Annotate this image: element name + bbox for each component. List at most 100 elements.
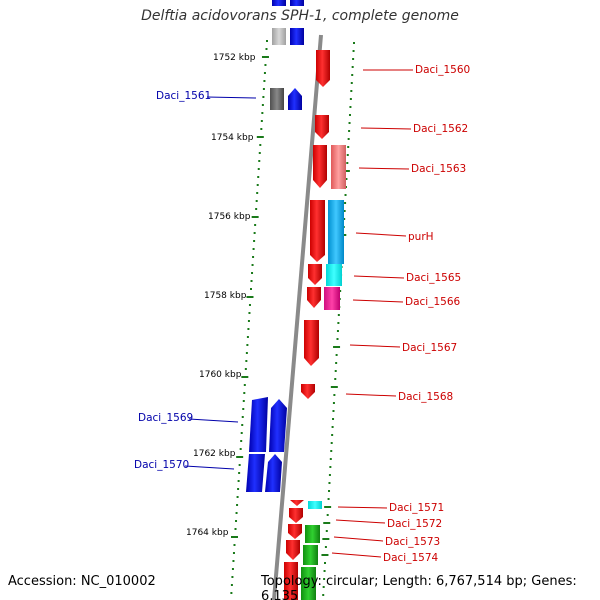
scale-label: 1762 kbp xyxy=(193,449,236,459)
label-leader xyxy=(355,232,407,237)
minor-tick xyxy=(325,530,328,532)
minor-tick xyxy=(262,88,265,90)
gene-feature[interactable] xyxy=(304,320,319,366)
minor-tick xyxy=(336,330,339,332)
minor-tick xyxy=(246,344,249,346)
gene-feature[interactable] xyxy=(270,88,284,110)
label-leader xyxy=(206,96,257,99)
minor-tick xyxy=(350,82,353,84)
minor-tick xyxy=(247,320,250,322)
minor-tick xyxy=(345,178,348,180)
gene-feature[interactable] xyxy=(313,145,327,188)
minor-tick xyxy=(230,592,233,594)
gene-feature[interactable] xyxy=(249,397,268,452)
minor-tick xyxy=(346,154,349,156)
gene-feature[interactable] xyxy=(308,501,322,509)
minor-tick xyxy=(344,202,347,204)
gene-label[interactable]: Daci_1561 xyxy=(156,90,211,102)
gene-label[interactable]: Daci_1566 xyxy=(405,296,461,308)
gene-feature[interactable] xyxy=(288,88,302,110)
minor-tick xyxy=(261,112,264,114)
major-tick xyxy=(321,554,329,556)
topology-text: Topology: circular; Length: 6,767,514 bp… xyxy=(261,574,577,600)
gene-feature[interactable] xyxy=(326,264,342,286)
minor-tick xyxy=(257,176,260,178)
gene-feature[interactable] xyxy=(324,287,340,310)
minor-tick xyxy=(348,122,351,124)
minor-tick xyxy=(251,272,254,274)
gene-feature[interactable] xyxy=(305,525,320,543)
minor-tick xyxy=(350,90,353,92)
minor-tick xyxy=(327,498,330,500)
minor-tick xyxy=(331,426,334,428)
major-tick xyxy=(246,296,254,298)
minor-tick xyxy=(329,458,332,460)
gene-label[interactable]: Daci_1573 xyxy=(385,536,440,548)
minor-tick xyxy=(234,528,237,530)
gene-feature[interactable] xyxy=(301,384,315,399)
gene-feature[interactable] xyxy=(308,264,322,285)
gene-label[interactable]: purH xyxy=(408,231,434,243)
gene-feature[interactable] xyxy=(301,567,316,600)
major-tick xyxy=(241,376,249,378)
gene-label[interactable]: Daci_1574 xyxy=(383,552,439,564)
gene-feature[interactable] xyxy=(290,0,304,6)
gene-feature[interactable] xyxy=(265,454,282,492)
minor-tick xyxy=(232,560,235,562)
minor-tick xyxy=(352,50,355,52)
minor-tick xyxy=(330,450,333,452)
minor-tick xyxy=(232,552,235,554)
label-leader xyxy=(333,536,384,542)
gene-label[interactable]: Daci_1565 xyxy=(406,272,461,284)
minor-tick xyxy=(256,192,259,194)
major-tick xyxy=(261,56,269,58)
gene-feature[interactable] xyxy=(290,28,304,45)
gene-feature[interactable] xyxy=(315,115,329,139)
minor-tick xyxy=(252,256,255,258)
gene-feature[interactable] xyxy=(316,50,330,87)
gene-feature[interactable] xyxy=(288,524,302,539)
gene-label[interactable]: Daci_1567 xyxy=(402,342,457,354)
minor-tick xyxy=(239,448,242,450)
minor-tick xyxy=(347,146,350,148)
gene-feature[interactable] xyxy=(289,508,303,523)
gene-feature[interactable] xyxy=(328,200,344,264)
minor-tick xyxy=(331,434,334,436)
minor-tick xyxy=(334,378,337,380)
minor-tick xyxy=(323,570,326,572)
gene-feature[interactable] xyxy=(286,540,300,560)
gene-feature[interactable] xyxy=(331,145,346,189)
gene-label[interactable]: Daci_1562 xyxy=(413,123,468,135)
gene-label[interactable]: Daci_1568 xyxy=(398,391,453,403)
gene-feature[interactable] xyxy=(303,545,318,565)
minor-tick xyxy=(330,442,333,444)
minor-tick xyxy=(349,98,352,100)
gene-label[interactable]: Daci_1572 xyxy=(387,518,442,530)
gene-feature[interactable] xyxy=(272,0,286,6)
minor-tick xyxy=(242,400,245,402)
gene-label[interactable]: Daci_1563 xyxy=(411,163,466,175)
gene-feature[interactable] xyxy=(272,28,286,45)
minor-tick xyxy=(266,40,268,42)
gene-feature[interactable] xyxy=(310,200,325,262)
gene-feature[interactable] xyxy=(284,562,298,600)
minor-tick xyxy=(343,218,346,220)
gene-label[interactable]: Daci_1560 xyxy=(415,64,470,76)
gene-label[interactable]: Daci_1569 xyxy=(138,412,193,424)
gene-feature[interactable] xyxy=(269,399,287,452)
gene-feature[interactable] xyxy=(290,500,304,506)
minor-tick xyxy=(264,64,267,66)
gene-feature[interactable] xyxy=(246,454,265,492)
gene-feature[interactable] xyxy=(307,287,321,308)
gene-label[interactable]: Daci_1571 xyxy=(389,502,444,514)
minor-tick xyxy=(323,578,326,580)
gene-label[interactable]: Daci_1570 xyxy=(134,459,189,471)
minor-tick xyxy=(258,152,261,154)
scale-label: 1764 kbp xyxy=(186,528,229,538)
minor-tick xyxy=(241,424,244,426)
major-tick xyxy=(333,346,341,348)
minor-tick xyxy=(336,338,339,340)
minor-tick xyxy=(326,514,329,516)
